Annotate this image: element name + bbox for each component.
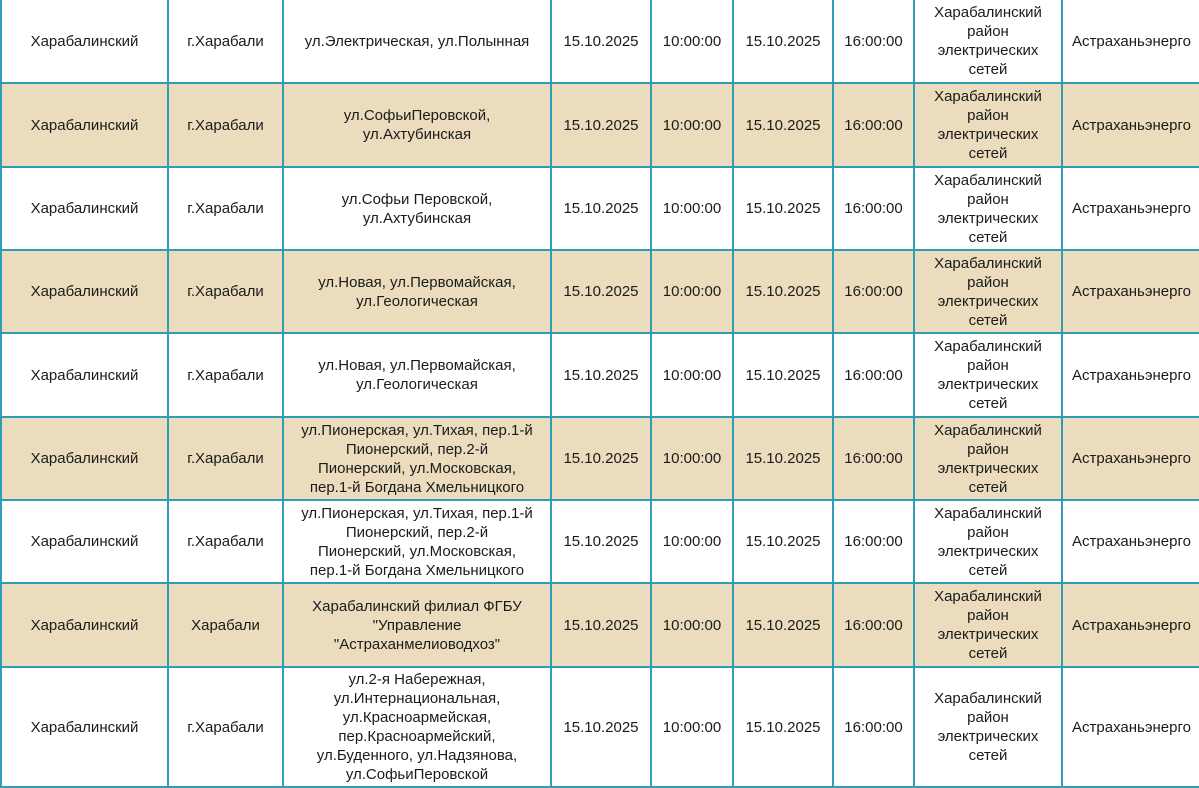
cell-network-area: Харабалинский район электрических сетей [913, 166, 1063, 251]
cell-district: Харабалинский [0, 499, 169, 584]
table-row: Харабалинский г.Харабали ул.Новая, ул.Пе… [0, 332, 1199, 418]
cell-network-area: Харабалинский район электрических сетей [913, 416, 1063, 501]
cell-organization: Астраханьэнерго [1061, 249, 1199, 334]
cell-start-date: 15.10.2025 [550, 499, 652, 584]
cell-district: Харабалинский [0, 0, 169, 84]
cell-end-date: 15.10.2025 [732, 166, 834, 251]
cell-streets: ул.2-я Набережная, ул.Интернациональная,… [282, 666, 552, 788]
cell-settlement: г.Харабали [167, 666, 284, 788]
cell-district: Харабалинский [0, 582, 169, 668]
cell-organization: Астраханьэнерго [1061, 666, 1199, 788]
table-row: Харабалинский г.Харабали ул.Пионерская, … [0, 499, 1199, 584]
cell-end-date: 15.10.2025 [732, 666, 834, 788]
cell-streets: Харабалинский филиал ФГБУ "Управление "А… [282, 582, 552, 668]
cell-settlement: г.Харабали [167, 416, 284, 501]
cell-start-time: 10:00:00 [650, 499, 734, 584]
cell-streets: ул.СофьиПеровской, ул.Ахтубинская [282, 82, 552, 168]
cell-streets: ул.Электрическая, ул.Полынная [282, 0, 552, 84]
table-row: Харабалинский г.Харабали ул.2-я Набережн… [0, 666, 1199, 788]
cell-organization: Астраханьэнерго [1061, 166, 1199, 251]
cell-network-area: Харабалинский район электрических сетей [913, 666, 1063, 788]
cell-end-date: 15.10.2025 [732, 582, 834, 668]
cell-end-date: 15.10.2025 [732, 249, 834, 334]
cell-start-time: 10:00:00 [650, 582, 734, 668]
cell-end-time: 16:00:00 [832, 499, 915, 584]
cell-start-date: 15.10.2025 [550, 582, 652, 668]
cell-start-time: 10:00:00 [650, 0, 734, 84]
cell-network-area: Харабалинский район электрических сетей [913, 499, 1063, 584]
cell-streets: ул.Пионерская, ул.Тихая, пер.1-й Пионерс… [282, 499, 552, 584]
cell-start-date: 15.10.2025 [550, 166, 652, 251]
cell-start-date: 15.10.2025 [550, 332, 652, 418]
cell-end-time: 16:00:00 [832, 0, 915, 84]
cell-settlement: г.Харабали [167, 499, 284, 584]
cell-streets: ул.Пионерская, ул.Тихая, пер.1-й Пионерс… [282, 416, 552, 501]
cell-start-time: 10:00:00 [650, 166, 734, 251]
table-row: Харабалинский г.Харабали ул.Электрическа… [0, 0, 1199, 84]
cell-district: Харабалинский [0, 82, 169, 168]
cell-settlement: г.Харабали [167, 332, 284, 418]
cell-start-date: 15.10.2025 [550, 416, 652, 501]
cell-start-time: 10:00:00 [650, 416, 734, 501]
cell-settlement: г.Харабали [167, 0, 284, 84]
cell-end-date: 15.10.2025 [732, 0, 834, 84]
table-row: Харабалинский г.Харабали ул.Софьи Перовс… [0, 166, 1199, 251]
cell-streets: ул.Новая, ул.Первомайская, ул.Геологичес… [282, 249, 552, 334]
cell-district: Харабалинский [0, 166, 169, 251]
cell-start-time: 10:00:00 [650, 249, 734, 334]
cell-start-date: 15.10.2025 [550, 666, 652, 788]
cell-end-time: 16:00:00 [832, 332, 915, 418]
cell-start-time: 10:00:00 [650, 666, 734, 788]
cell-district: Харабалинский [0, 249, 169, 334]
cell-network-area: Харабалинский район электрических сетей [913, 0, 1063, 84]
cell-end-date: 15.10.2025 [732, 499, 834, 584]
cell-network-area: Харабалинский район электрических сетей [913, 82, 1063, 168]
cell-organization: Астраханьэнерго [1061, 582, 1199, 668]
cell-end-date: 15.10.2025 [732, 82, 834, 168]
cell-end-date: 15.10.2025 [732, 332, 834, 418]
cell-settlement: г.Харабали [167, 249, 284, 334]
cell-network-area: Харабалинский район электрических сетей [913, 582, 1063, 668]
cell-network-area: Харабалинский район электрических сетей [913, 249, 1063, 334]
table-row: Харабалинский г.Харабали ул.Пионерская, … [0, 416, 1199, 501]
cell-organization: Астраханьэнерго [1061, 0, 1199, 84]
table-row: Харабалинский Харабали Харабалинский фил… [0, 582, 1199, 668]
cell-end-time: 16:00:00 [832, 166, 915, 251]
cell-organization: Астраханьэнерго [1061, 499, 1199, 584]
cell-start-date: 15.10.2025 [550, 82, 652, 168]
cell-end-time: 16:00:00 [832, 582, 915, 668]
cell-start-time: 10:00:00 [650, 332, 734, 418]
table-row: Харабалинский г.Харабали ул.Новая, ул.Пе… [0, 249, 1199, 334]
cell-organization: Астраханьэнерго [1061, 332, 1199, 418]
cell-district: Харабалинский [0, 416, 169, 501]
cell-district: Харабалинский [0, 332, 169, 418]
cell-start-date: 15.10.2025 [550, 0, 652, 84]
cell-organization: Астраханьэнерго [1061, 82, 1199, 168]
cell-settlement: г.Харабали [167, 82, 284, 168]
cell-network-area: Харабалинский район электрических сетей [913, 332, 1063, 418]
cell-streets: ул.Новая, ул.Первомайская, ул.Геологичес… [282, 332, 552, 418]
table-row: Харабалинский г.Харабали ул.СофьиПеровск… [0, 82, 1199, 168]
cell-start-time: 10:00:00 [650, 82, 734, 168]
cell-settlement: Харабали [167, 582, 284, 668]
cell-end-time: 16:00:00 [832, 416, 915, 501]
cell-end-time: 16:00:00 [832, 82, 915, 168]
cell-organization: Астраханьэнерго [1061, 416, 1199, 501]
cell-end-time: 16:00:00 [832, 666, 915, 788]
cell-district: Харабалинский [0, 666, 169, 788]
cell-settlement: г.Харабали [167, 166, 284, 251]
cell-end-time: 16:00:00 [832, 249, 915, 334]
cell-end-date: 15.10.2025 [732, 416, 834, 501]
cell-start-date: 15.10.2025 [550, 249, 652, 334]
cell-streets: ул.Софьи Перовской, ул.Ахтубинская [282, 166, 552, 251]
